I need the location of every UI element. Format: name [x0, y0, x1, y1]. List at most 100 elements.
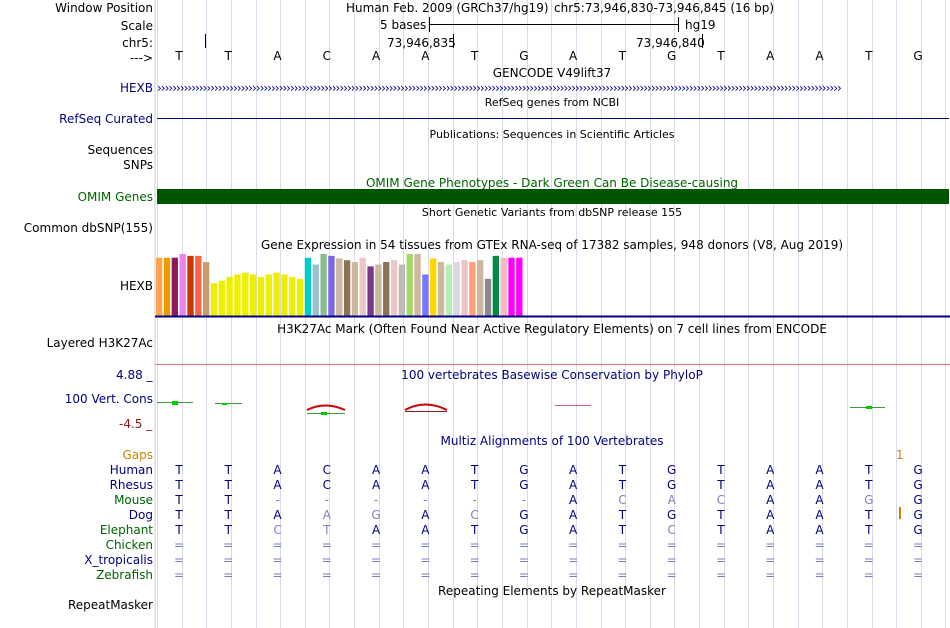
base-4: A	[371, 49, 381, 63]
100-vert-cons-label[interactable]: 100 Vert. Cons	[64, 392, 153, 406]
gtex-bar-26[interactable]	[359, 257, 366, 316]
align-x_tropicalis-12: =	[765, 553, 776, 567]
gtex-bar-35[interactable]	[430, 258, 437, 316]
gtex-bar-19[interactable]	[304, 257, 312, 316]
gtex-bar-33[interactable]	[414, 254, 421, 316]
species-label-mouse[interactable]: Mouse	[114, 493, 153, 507]
sequences-label[interactable]: Sequences	[87, 143, 153, 157]
gaps-label[interactable]: Gaps	[122, 448, 153, 462]
align-mouse-5: -	[423, 493, 428, 507]
gtex-bar-30[interactable]	[390, 260, 398, 316]
gtex-bar-46[interactable]	[516, 257, 523, 316]
species-label-human[interactable]: Human	[109, 463, 153, 477]
gtex-bar-21[interactable]	[320, 254, 327, 316]
position-readout[interactable]: chr5:73,946,830-73,946,845 (16 bp)	[554, 1, 775, 15]
species-label-rhesus[interactable]: Rhesus	[109, 478, 153, 492]
omim-track-title: OMIM Gene Phenotypes - Dark Green Can Be…	[365, 176, 739, 190]
omim-gene-bar[interactable]	[157, 189, 949, 204]
hexb-gtex-label[interactable]: HEXB	[119, 279, 153, 293]
gtex-bar-12[interactable]	[249, 274, 257, 316]
gtex-expression-chart[interactable]	[155, 250, 950, 320]
align-human-15: G	[913, 463, 923, 477]
gtex-bar-3[interactable]	[179, 254, 186, 316]
gtex-bar-7[interactable]	[210, 283, 218, 316]
gtex-bar-24[interactable]	[343, 260, 351, 316]
gtex-bar-16[interactable]	[281, 274, 288, 316]
gtex-bar-29[interactable]	[383, 262, 390, 316]
gtex-bar-32[interactable]	[406, 254, 413, 316]
align-x_tropicalis-13: =	[814, 553, 825, 567]
hexb-gene-feature[interactable]: ››››››››››››››››››››››››››››››››››››››››…	[157, 81, 949, 95]
align-elephant-9: T	[618, 523, 627, 537]
omim-genes-label[interactable]: OMIM Genes	[77, 190, 153, 204]
gtex-bar-20[interactable]	[312, 264, 319, 316]
align-rhesus-13: A	[815, 478, 824, 492]
species-label-x_tropicalis[interactable]: X_tropicalis	[84, 553, 153, 567]
species-label-zebrafish[interactable]: Zebrafish	[96, 568, 153, 582]
gtex-bar-31[interactable]	[398, 264, 406, 316]
gtex-bar-2[interactable]	[171, 257, 178, 316]
align-chicken-6: =	[469, 538, 480, 552]
align-x_tropicalis-9: =	[617, 553, 628, 567]
align-x_tropicalis-0: =	[173, 553, 185, 567]
gtex-bar-22[interactable]	[328, 255, 335, 316]
align-human-3: C	[322, 463, 331, 477]
coord-tick-0	[205, 34, 206, 48]
species-label-dog[interactable]: Dog	[128, 508, 153, 522]
gtex-bar-40[interactable]	[469, 262, 476, 316]
gtex-bar-45[interactable]	[508, 257, 515, 316]
gtex-bar-1[interactable]	[163, 257, 171, 316]
common-dbsnp-label[interactable]: Common dbSNP(155)	[23, 221, 153, 235]
gtex-bar-4[interactable]	[187, 255, 194, 316]
gtex-bar-27[interactable]	[367, 266, 374, 316]
gtex-bar-8[interactable]	[218, 280, 225, 316]
gtex-bar-15[interactable]	[273, 272, 280, 316]
align-elephant-0: T	[175, 523, 183, 537]
gtex-bar-38[interactable]	[453, 262, 460, 316]
hexb-gencode-label[interactable]: HEXB	[119, 81, 153, 95]
gtex-bar-13[interactable]	[257, 276, 265, 316]
gtex-bar-17[interactable]	[289, 276, 296, 316]
gtex-bar-25[interactable]	[351, 262, 359, 316]
gtex-bar-6[interactable]	[202, 262, 210, 316]
gtex-bar-23[interactable]	[336, 258, 343, 316]
gtex-bar-37[interactable]	[445, 264, 453, 316]
refseq-gene-line[interactable]	[157, 118, 949, 119]
gtex-track-title: Gene Expression in 54 tissues from GTEx …	[260, 238, 844, 252]
base-15: G	[913, 49, 923, 63]
repeatmasker-label[interactable]: RepeatMasker	[67, 598, 153, 612]
gtex-bar-14[interactable]	[265, 274, 272, 316]
gtex-bar-18[interactable]	[296, 278, 304, 316]
gtex-bar-11[interactable]	[242, 272, 249, 316]
align-elephant-4: A	[371, 523, 381, 537]
species-label-elephant[interactable]: Elephant	[99, 523, 153, 537]
gtex-bar-10[interactable]	[234, 274, 241, 316]
gtex-bar-44[interactable]	[500, 257, 507, 316]
align-dog-4: G	[371, 508, 381, 522]
gtex-bar-36[interactable]	[437, 262, 445, 316]
gtex-bar-28[interactable]	[375, 264, 382, 316]
align-dog-13: A	[815, 508, 824, 522]
gtex-bar-0[interactable]	[156, 257, 163, 316]
align-rhesus-7: G	[519, 478, 529, 492]
layered-h3k27ac-label[interactable]: Layered H3K27Ac	[46, 336, 153, 350]
gtex-bar-43[interactable]	[492, 255, 500, 316]
gtex-bar-41[interactable]	[477, 260, 484, 316]
snps-label[interactable]: SNPs	[123, 158, 153, 172]
species-label-chicken[interactable]: Chicken	[105, 538, 153, 552]
gtex-bar-42[interactable]	[484, 278, 492, 316]
gtex-bar-34[interactable]	[422, 274, 429, 316]
gtex-bar-9[interactable]	[226, 276, 233, 316]
strand-arrow-label[interactable]: --->	[129, 51, 153, 65]
align-zebrafish-9: =	[617, 568, 628, 582]
refseq-track-title: RefSeq genes from NCBI	[484, 96, 620, 109]
base-0: T	[175, 49, 183, 63]
gtex-bar-39[interactable]	[461, 260, 468, 316]
align-rhesus-15: G	[913, 478, 923, 492]
refseq-curated-label[interactable]: RefSeq Curated	[59, 112, 153, 126]
phylop-conservation-plot[interactable]	[155, 395, 950, 420]
align-zebrafish-7: =	[518, 568, 529, 582]
gtex-bar-5[interactable]	[195, 255, 202, 316]
align-elephant-15: G	[913, 523, 923, 537]
align-elephant-8: A	[569, 523, 578, 537]
